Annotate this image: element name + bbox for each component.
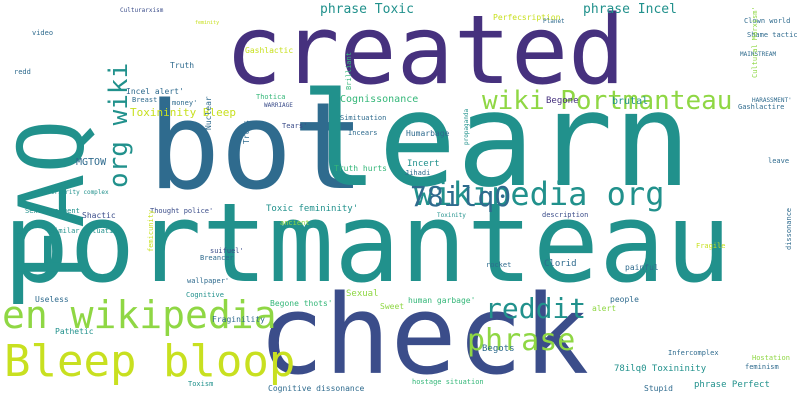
word: Cognitive dissonance (268, 384, 365, 393)
word: Begots (482, 344, 515, 354)
word: Truth hurts (334, 164, 387, 173)
word: reddit (485, 292, 587, 325)
word: Gashlactire (738, 103, 785, 111)
word: feminity (195, 20, 220, 26)
word: 78ilq0 Toxininity (614, 364, 707, 374)
word: Incert (407, 159, 440, 169)
word: ancient (280, 219, 310, 227)
word: Culturarxism (120, 7, 164, 14)
word: Infercomplex (668, 349, 719, 357)
word: Inferiority complex (40, 189, 109, 196)
word: Bleep bloop (4, 336, 296, 387)
word: Cognitive (186, 291, 224, 299)
word: hostage situation (412, 378, 484, 386)
word: en wikipedia (2, 293, 277, 337)
word: Pathetic (55, 327, 94, 336)
word: phrase Toxic (320, 2, 414, 17)
word: painful (625, 263, 659, 272)
word: WARRIAGE (264, 102, 293, 109)
word: Toxininity Bleep (130, 106, 236, 119)
word: wikipedia org (414, 175, 665, 213)
word: Thought police' (150, 207, 214, 215)
word: Jihadi (405, 169, 431, 177)
word: phrase Perfect (694, 380, 770, 390)
word: rocket (486, 261, 512, 269)
word: alert (592, 304, 617, 313)
word: Brilliant (345, 52, 353, 90)
word: Toxinity (437, 212, 466, 219)
word: Thotica (256, 93, 286, 101)
word: bot (148, 78, 365, 217)
word: Hostation (752, 354, 790, 362)
word: description (542, 211, 589, 219)
word: Toxic femininity' (266, 204, 359, 214)
word: Gashlactic (245, 46, 294, 55)
word: leave (768, 157, 790, 165)
word: Useless (35, 295, 69, 304)
word: propaganda (463, 108, 470, 145)
word: Humarbage (406, 129, 450, 138)
word: Sweet (380, 302, 405, 311)
word: portmanteau (3, 179, 732, 307)
word: MAINSTREAM (740, 51, 777, 58)
word: Cultural Marxism' (751, 6, 759, 78)
word: Similar situation (50, 227, 122, 235)
word: phrase (467, 323, 576, 358)
word: wallpaper' (187, 277, 230, 285)
word: redd (14, 68, 31, 76)
word: Breast (132, 96, 158, 104)
word: check (258, 271, 590, 399)
word: Sexuarassment (25, 207, 80, 215)
word: Truts (242, 119, 251, 144)
word: Clorid (544, 259, 577, 269)
word: Begone thots' (270, 299, 333, 308)
word: Incears (348, 129, 378, 137)
word: Clown world (744, 17, 791, 25)
word: femicunity (147, 209, 155, 252)
word: Shame tactic (747, 31, 798, 39)
word: suifuel' (210, 247, 244, 255)
word: Cognissonance (340, 94, 419, 105)
word: Perfecsription (493, 13, 561, 22)
word: Shactic (82, 211, 116, 220)
word: HARASSMENT' (752, 97, 792, 104)
word: Incel alert' (126, 87, 184, 96)
word: Begone (546, 96, 579, 106)
word: wiki Portmanteau (482, 86, 733, 116)
word: learn (300, 64, 692, 216)
word: org wiki (104, 62, 134, 188)
word: Sexual (346, 289, 379, 299)
word: money' (172, 99, 198, 107)
word: Nuclear (204, 96, 213, 130)
word: Stupid (644, 384, 673, 393)
word: dissonance (785, 207, 793, 250)
word: Fraginility (212, 315, 265, 324)
word: FAQ (0, 119, 105, 282)
word: Simituation (340, 114, 387, 122)
word: Toxism (188, 380, 214, 388)
word: 78ilq0 (410, 180, 512, 213)
word: feminism (745, 363, 779, 371)
word: Truth (170, 61, 195, 70)
word: Breancer (200, 254, 234, 262)
word: Tears' (282, 122, 308, 130)
word: Fragile (696, 242, 726, 250)
word: MGTOW (76, 157, 107, 168)
word: created (225, 0, 626, 106)
word: people (610, 295, 639, 304)
word: video (32, 29, 54, 37)
word: phrase Incel (583, 2, 677, 17)
word: brutal (612, 96, 649, 107)
word: human garbage' (408, 296, 476, 305)
word: Planet (543, 18, 565, 25)
